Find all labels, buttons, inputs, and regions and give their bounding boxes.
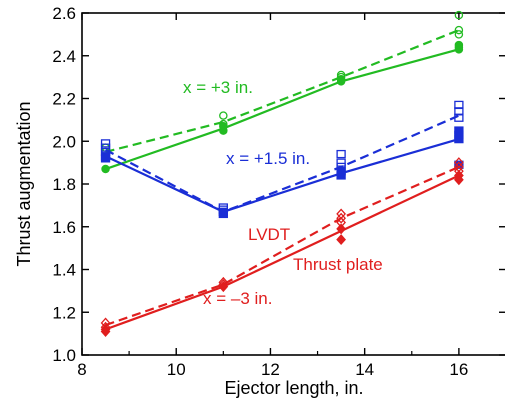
lvdt-point-square bbox=[100, 143, 111, 152]
lvdt-point-square bbox=[100, 139, 111, 148]
thrust-plate-point-diamond bbox=[100, 326, 111, 337]
y-tick-label: 2.6 bbox=[52, 4, 76, 23]
y-tick-label: 1.8 bbox=[52, 175, 76, 194]
x-tick-label: 16 bbox=[449, 360, 468, 379]
x-tick-label: 14 bbox=[355, 360, 374, 379]
lvdt-line-series-0 bbox=[105, 29, 460, 154]
lvdt-line-series-1 bbox=[105, 114, 460, 213]
lvdt-point-diamond bbox=[336, 212, 346, 224]
lvdt-point-circle bbox=[454, 25, 464, 35]
thrust-plate-line-series-1 bbox=[105, 138, 460, 213]
plot-area: 8 10 12 14 16 1.0 1.2 1.4 1.6 1.8 2.0 2.2 2.4 2.6 bbox=[52, 4, 505, 379]
annotation-lvdt: LVDT bbox=[248, 225, 290, 244]
thrust-plate-point-square bbox=[454, 160, 464, 169]
lvdt-point-circle bbox=[454, 10, 464, 20]
x-tick-label: 10 bbox=[167, 360, 186, 379]
annotation-x-minus-3: x = –3 in. bbox=[203, 289, 272, 308]
y-axis-label: Thrust augmentation bbox=[14, 101, 34, 266]
axis-ticks: 8 10 12 14 16 1.0 1.2 1.4 1.6 1.8 2.0 2.2 2.4 2.6 bbox=[52, 4, 505, 379]
y-tick-label: 1.0 bbox=[52, 346, 76, 365]
lvdt-point-circle bbox=[454, 30, 464, 39]
series-layer bbox=[100, 10, 464, 337]
thrust-plate-point-circle bbox=[336, 77, 346, 86]
thrust-plate-point-square bbox=[218, 209, 228, 219]
thrust-plate-point-diamond bbox=[454, 174, 464, 186]
y-tick-label: 1.4 bbox=[52, 261, 76, 280]
annotation-x-plus-1-5: x = +1.5 in. bbox=[226, 149, 310, 168]
x-axis-label: Ejector length, in. bbox=[224, 378, 363, 398]
lvdt-point-circle bbox=[219, 111, 228, 120]
lvdt-point-square bbox=[336, 149, 346, 159]
thrust-plate-point-circle bbox=[219, 126, 228, 135]
thrust-plate-point-diamond bbox=[336, 223, 346, 235]
y-tick-label: 1.2 bbox=[52, 303, 76, 322]
thrust-plate-line-series-2 bbox=[105, 174, 460, 331]
thrust-plate-point-diamond bbox=[218, 281, 229, 293]
thrust-plate-point-square bbox=[336, 171, 346, 180]
thrust-plate-point-circle bbox=[454, 45, 464, 54]
lvdt-line-series-2 bbox=[105, 165, 460, 327]
lvdt-point-square bbox=[454, 113, 464, 122]
lvdt-point-square bbox=[336, 158, 346, 167]
annotation-thrust-plate: Thrust plate bbox=[293, 255, 383, 274]
thrust-plate-point-diamond bbox=[336, 234, 346, 246]
thrust-plate-point-circle bbox=[101, 164, 110, 174]
annotation-x-plus-3: x = +3 in. bbox=[183, 78, 253, 97]
thrust-plate-point-square bbox=[454, 134, 464, 144]
y-tick-label: 2.4 bbox=[52, 47, 76, 66]
y-tick-label: 2.2 bbox=[52, 90, 76, 109]
y-tick-label: 1.6 bbox=[52, 218, 76, 237]
x-tick-label: 12 bbox=[261, 360, 280, 379]
thrust-plate-line-series-0 bbox=[105, 48, 460, 171]
y-tick-label: 2.0 bbox=[52, 132, 76, 151]
thrust-plate-point-square bbox=[100, 154, 111, 163]
x-tick-label: 8 bbox=[77, 360, 86, 379]
